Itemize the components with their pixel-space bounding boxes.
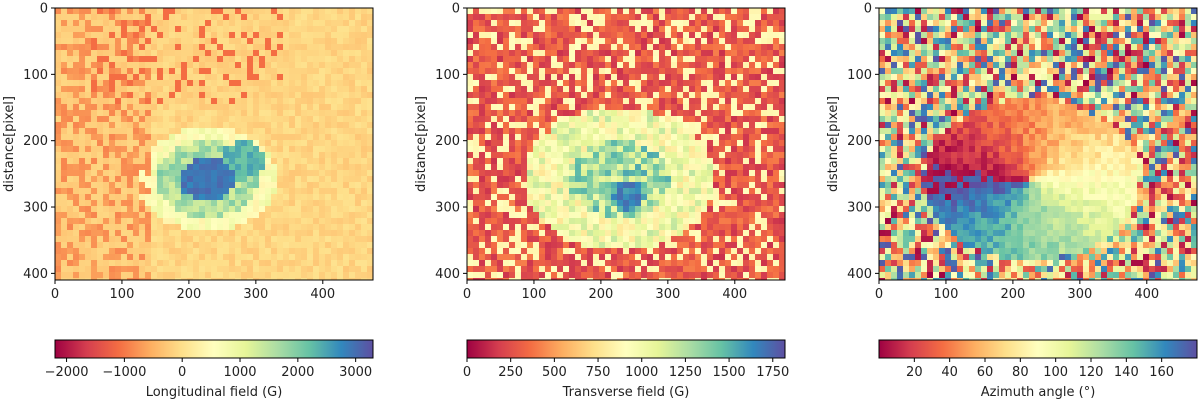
colorbar-tick-label: 1000 [625, 365, 658, 380]
colorbar-tick-label: 2000 [281, 365, 314, 380]
colorbar [878, 339, 1198, 359]
colorbar [54, 339, 374, 359]
panel-3: 0 100 200 300 4000100200300400distance[pixel… [826, 2, 1198, 400]
x-tick-label: 400 [1134, 287, 1159, 302]
plot-frame [878, 7, 1198, 281]
colorbar-tick-label: 60 [977, 365, 994, 380]
colorbar-label: Transverse field (G) [562, 385, 690, 400]
colorbar-tick-label: 0 [463, 365, 471, 380]
x-tick-label: 200 [1000, 287, 1025, 302]
colorbar-tick-label: −1000 [102, 365, 146, 380]
y-tick-label: 100 [23, 68, 48, 83]
y-tick-label: 200 [435, 134, 460, 149]
y-tick-label: 200 [23, 134, 48, 149]
plot-frame [466, 7, 786, 281]
colorbar-label: Longitudinal field (G) [146, 385, 283, 400]
x-tick-label: 0 [51, 287, 59, 302]
x-tick-label: 0 [875, 287, 883, 302]
colorbar-tick-label: 40 [941, 365, 958, 380]
x-tick-label: 200 [588, 287, 613, 302]
colorbar-tick-label: 80 [1012, 365, 1029, 380]
colorbar-tick-label: 0 [178, 365, 186, 380]
y-tick-label: 0 [40, 2, 48, 17]
y-tick-label: 400 [23, 267, 48, 282]
y-tick-label: 400 [847, 267, 872, 282]
colorbar [466, 339, 786, 359]
y-axis-label: distance[pixel] [414, 96, 429, 192]
x-tick-label: 400 [310, 287, 335, 302]
x-tick-label: 300 [243, 287, 268, 302]
colorbar-tick-label: 120 [1079, 365, 1104, 380]
colorbar-tick-label: 500 [542, 365, 567, 380]
y-tick-label: 400 [435, 267, 460, 282]
colorbar-tick-label: 140 [1114, 365, 1139, 380]
y-tick-label: 300 [435, 201, 460, 216]
y-tick-label: 300 [847, 201, 872, 216]
y-tick-label: 100 [847, 68, 872, 83]
panel-2: 0 100 200 300 4000100200300400distance[pixel… [414, 2, 789, 401]
x-tick-label: 300 [1067, 287, 1092, 302]
heatmap-image [879, 8, 1197, 280]
y-tick-label: 0 [452, 2, 460, 17]
x-tick-label: 200 [176, 287, 201, 302]
colorbar-tick-label: 1250 [669, 365, 702, 380]
x-tick-label: 0 [463, 287, 471, 302]
colorbar-tick-label: 20 [906, 365, 923, 380]
colorbar-label: Azimuth angle (°) [981, 385, 1096, 400]
y-tick-label: 200 [847, 134, 872, 149]
heatmap-image [55, 8, 373, 280]
y-axis-label: distance[pixel] [826, 96, 841, 192]
x-tick-label: 100 [110, 287, 135, 302]
colorbar-tick-label: 3000 [339, 365, 372, 380]
heatmap-image [467, 8, 785, 280]
x-tick-label: 100 [934, 287, 959, 302]
colorbar-tick-label: 100 [1043, 365, 1068, 380]
colorbar-tick-label: 250 [498, 365, 523, 380]
colorbar-tick-label: −2000 [45, 365, 89, 380]
y-tick-label: 0 [864, 2, 872, 17]
colorbar-tick-label: 750 [586, 365, 611, 380]
colorbar-tick-label: 1000 [223, 365, 256, 380]
plot-frame [54, 7, 374, 281]
colorbar-tick-label: 1500 [713, 365, 746, 380]
colorbar-tick-label: 1750 [756, 365, 789, 380]
x-tick-label: 400 [722, 287, 747, 302]
x-tick-label: 100 [522, 287, 547, 302]
y-axis-label: distance[pixel] [2, 96, 17, 192]
y-tick-label: 300 [23, 201, 48, 216]
colorbar-tick-label: 160 [1149, 365, 1174, 380]
panel-1: 0 100 200 300 4000100200300400distance[pixel… [2, 2, 374, 400]
x-tick-label: 300 [655, 287, 680, 302]
y-tick-label: 100 [435, 68, 460, 83]
